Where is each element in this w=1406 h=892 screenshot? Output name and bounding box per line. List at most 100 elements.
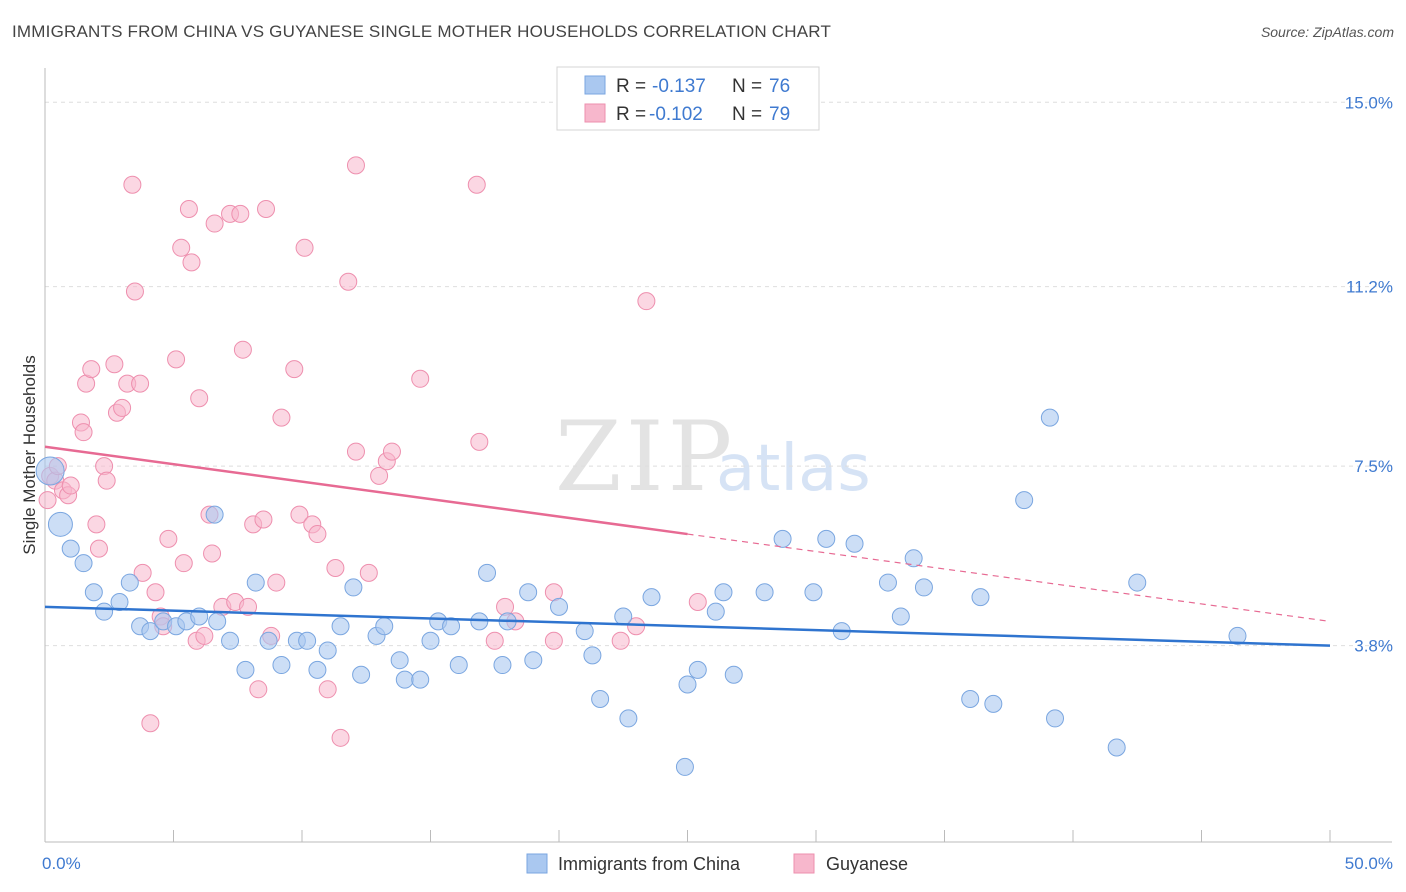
data-point-guyanese (370, 466, 389, 485)
legend-stats: R = -0.137 N = 76 R = -0.102 N = 79 (556, 66, 820, 131)
data-point-china (246, 573, 265, 592)
data-point-china (298, 631, 317, 650)
legend-bottom-label-china: Immigrants from China (558, 854, 741, 874)
trend-line-guyanese (44, 445, 688, 536)
data-point-china (449, 656, 468, 675)
data-point-guyanese (231, 204, 250, 223)
data-point-china (236, 660, 255, 679)
data-point-guyanese (239, 597, 258, 616)
data-point-china (493, 656, 512, 675)
data-point-guyanese (257, 199, 276, 218)
data-point-guyanese (249, 680, 268, 699)
y-tick-label: 7.5% (1354, 457, 1393, 476)
data-point-china (344, 578, 363, 597)
data-point-china (205, 505, 224, 524)
x-tick-labels: 0.0% 50.0% (42, 854, 1393, 873)
data-point-guyanese (74, 423, 93, 442)
legend-bottom-swatch-china (526, 853, 548, 874)
watermark-atlas: atlas (716, 432, 871, 506)
data-point-china (259, 631, 278, 650)
data-point-guyanese (105, 355, 124, 374)
legend-series: Immigrants from China Guyanese (526, 853, 908, 874)
data-point-china (352, 665, 371, 684)
data-point-china (1040, 408, 1059, 427)
data-point-china (61, 539, 80, 558)
data-point-guyanese (339, 272, 358, 291)
data-point-china (1015, 491, 1034, 510)
data-point-guyanese (382, 442, 401, 461)
data-point-china (411, 670, 430, 689)
data-point-china (678, 675, 697, 694)
series-guyanese-points (38, 156, 707, 747)
data-point-china (675, 757, 694, 776)
data-point-china (308, 660, 327, 679)
data-point-guyanese (544, 631, 563, 650)
legend-n-value-guyanese: 79 (769, 104, 790, 125)
data-point-china (845, 534, 864, 553)
data-point-china (331, 617, 350, 636)
data-point-guyanese (87, 515, 106, 534)
data-point-guyanese (295, 238, 314, 257)
y-axis-label: Single Mother Households (20, 355, 39, 554)
legend-swatch-guyanese (584, 103, 606, 123)
data-point-china (141, 622, 160, 641)
data-point-guyanese (141, 714, 160, 733)
data-point-china (1128, 573, 1147, 592)
data-point-guyanese (190, 389, 209, 408)
data-point-guyanese (123, 175, 142, 194)
data-point-china (221, 631, 240, 650)
legend-n-label-china: N = (732, 76, 762, 97)
data-point-china (375, 617, 394, 636)
data-point-guyanese (346, 156, 365, 175)
data-point-china (1046, 709, 1065, 728)
data-point-china (614, 607, 633, 626)
x-tick-label: 0.0% (42, 854, 81, 873)
data-point-guyanese (627, 617, 646, 636)
data-point-guyanese (38, 491, 57, 510)
data-point-guyanese (195, 626, 214, 645)
data-point-guyanese (97, 471, 116, 490)
data-point-china (773, 529, 792, 548)
data-point-china (817, 529, 836, 548)
data-point-guyanese (179, 199, 198, 218)
data-point-china (619, 709, 638, 728)
data-point-guyanese (290, 505, 309, 524)
data-point-guyanese (254, 510, 273, 529)
data-point-china (519, 583, 538, 602)
data-point-guyanese (174, 554, 193, 573)
data-point-china (395, 670, 414, 689)
legend-bottom-label-guyanese: Guyanese (826, 854, 908, 874)
chart-title: IMMIGRANTS FROM CHINA VS GUYANESE SINGLE… (12, 22, 832, 41)
data-point-guyanese (172, 238, 191, 257)
data-point-china (318, 641, 337, 660)
data-point-china (583, 646, 602, 665)
data-point-china (804, 583, 823, 602)
y-tick-label: 3.8% (1354, 637, 1393, 656)
data-point-china (110, 592, 129, 611)
trend-line-guyanese-extension (687, 533, 1331, 622)
data-point-guyanese (133, 563, 152, 582)
data-point-guyanese (272, 408, 291, 427)
data-point-guyanese (267, 573, 286, 592)
series-china-points (35, 408, 1247, 776)
data-point-guyanese (203, 544, 222, 563)
data-point-china (524, 651, 543, 670)
data-point-guyanese (308, 525, 327, 544)
data-point-guyanese (637, 292, 656, 311)
data-point-guyanese (411, 369, 430, 388)
legend-r-value-guyanese: -0.102 (649, 104, 703, 125)
legend-swatch-china (584, 75, 606, 95)
legend-r-label-china: R = (616, 76, 646, 97)
data-point-guyanese (688, 592, 707, 611)
data-point-china (642, 588, 661, 607)
data-point-guyanese (182, 253, 201, 272)
x-tick-label: 50.0% (1345, 854, 1393, 873)
data-point-china (95, 602, 114, 621)
data-point-guyanese (331, 728, 350, 747)
data-point-guyanese (89, 539, 108, 558)
data-point-guyanese (611, 631, 630, 650)
data-point-guyanese (485, 631, 504, 650)
data-point-guyanese (167, 350, 186, 369)
data-point-guyanese (359, 563, 378, 582)
watermark: ZIP atlas (555, 401, 871, 513)
